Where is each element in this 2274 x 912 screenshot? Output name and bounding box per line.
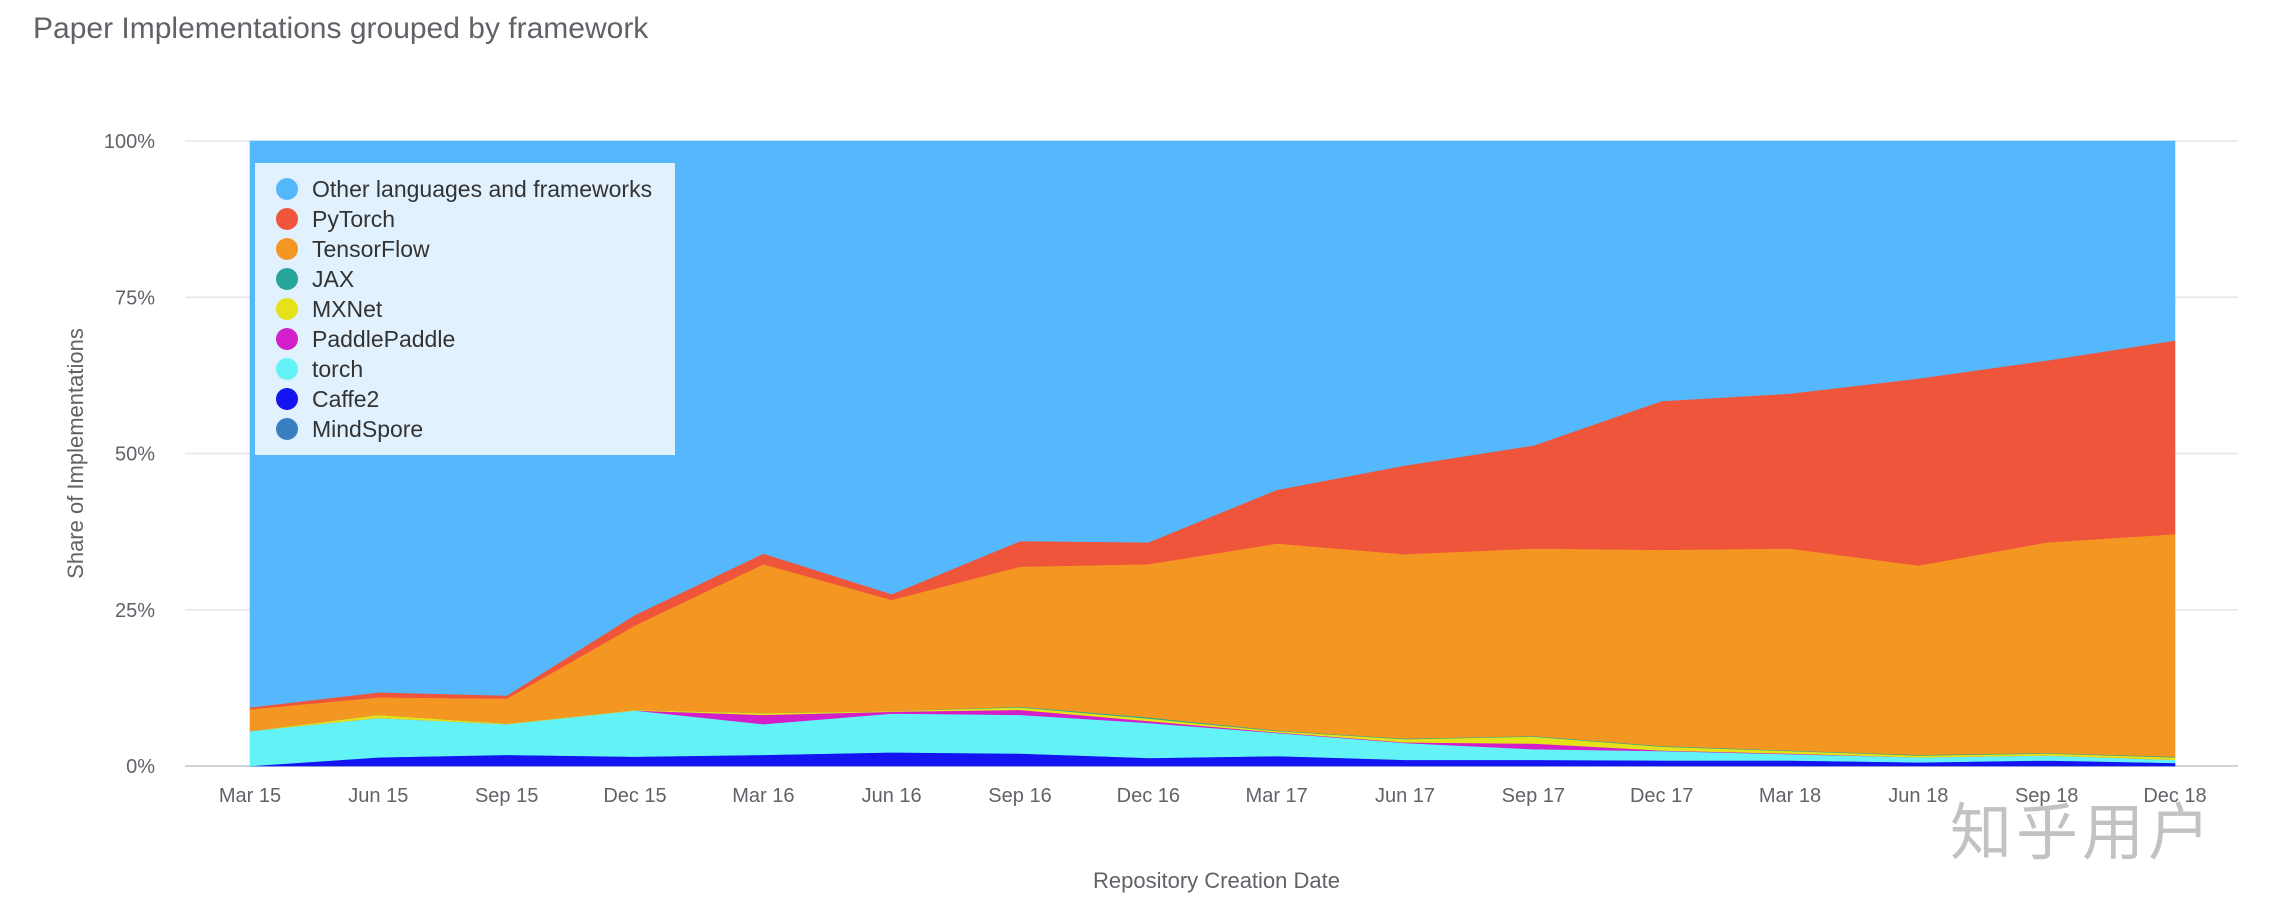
x-tick-label: Dec 15 [603, 785, 666, 807]
legend-marker-caffe2[interactable] [276, 388, 298, 410]
x-tick-label: Mar 15 [219, 785, 281, 807]
x-tick-label: Sep 18 [2015, 785, 2078, 807]
chart-title: Paper Implementations grouped by framewo… [33, 12, 649, 45]
legend-label-torch[interactable]: torch [312, 356, 363, 382]
x-tick-label: Dec 18 [2143, 785, 2206, 807]
legend-marker-other-languages-and-frameworks[interactable] [276, 178, 298, 200]
legend-marker-paddlepaddle[interactable] [276, 328, 298, 350]
y-tick-label: 50% [115, 444, 155, 466]
x-axis-ticks: Mar 15 Jun 15 Sep 15 Dec 15 Mar 16 Jun 16 Sep … [219, 785, 2207, 807]
x-tick-label: Sep 17 [1502, 785, 1565, 807]
x-tick-label: Mar 16 [732, 785, 794, 807]
legend-label-mxnet[interactable]: MXNet [312, 296, 383, 322]
legend-marker-tensorflow[interactable] [276, 238, 298, 260]
area-other-languages-and-frameworks[interactable] [249, 140, 2176, 708]
legend-marker-mindspore[interactable] [276, 418, 298, 440]
legend-label-mindspore[interactable]: MindSpore [312, 416, 423, 442]
legend-label-paddlepaddle[interactable]: PaddlePaddle [312, 326, 455, 352]
y-axis-ticks: 0% 25% 50% 75% 100% [104, 131, 155, 778]
legend-label-jax[interactable]: JAX [312, 266, 354, 292]
x-tick-label: Sep 15 [475, 785, 538, 807]
legend-label-pytorch[interactable]: PyTorch [312, 206, 395, 232]
x-tick-label: Sep 16 [988, 785, 1051, 807]
x-tick-label: Dec 17 [1630, 785, 1693, 807]
watermark: 知乎用户 [1949, 796, 2214, 869]
y-tick-label: 75% [115, 287, 155, 309]
x-tick-label: Jun 15 [348, 785, 408, 807]
legend-marker-mxnet[interactable] [276, 298, 298, 320]
x-tick-label: Mar 18 [1759, 785, 1821, 807]
y-tick-label: 25% [115, 600, 155, 622]
axis-labels: Repository Creation Date Share of Impleme… [63, 328, 1340, 893]
x-tick-label: Jun 18 [1888, 785, 1948, 807]
x-tick-label: Dec 16 [1117, 785, 1180, 807]
legend-label-tensorflow[interactable]: TensorFlow [312, 236, 430, 262]
x-tick-label: Mar 17 [1246, 785, 1308, 807]
x-tick-label: Jun 16 [862, 785, 922, 807]
x-tick-label: Jun 17 [1375, 785, 1435, 807]
y-axis-label: Share of Implementations [63, 328, 88, 579]
y-tick-label: 100% [104, 131, 155, 153]
legend-marker-pytorch[interactable] [276, 208, 298, 230]
y-tick-label: 0% [126, 756, 155, 778]
legend-label-other-languages-and-frameworks[interactable]: Other languages and frameworks [312, 176, 652, 202]
legend-label-caffe2[interactable]: Caffe2 [312, 386, 379, 412]
area-series [249, 140, 2176, 767]
legend[interactable]: Other languages and frameworks PyTorch Ten… [255, 163, 675, 455]
legend-marker-jax[interactable] [276, 268, 298, 290]
legend-box [255, 163, 675, 455]
x-axis-label: Repository Creation Date [1093, 868, 1340, 893]
legend-marker-torch[interactable] [276, 358, 298, 380]
